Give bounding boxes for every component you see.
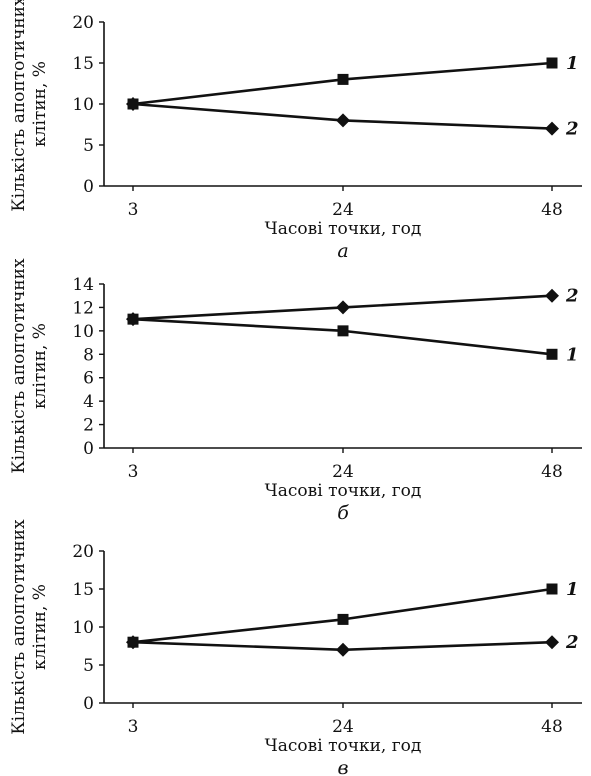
y-axis-title-line: клітин, % bbox=[30, 61, 50, 147]
panel-label: а bbox=[337, 240, 348, 262]
x-tick-label: 48 bbox=[541, 717, 563, 737]
series-1: 1 bbox=[127, 53, 579, 110]
x-axis-title: Часові точки, год bbox=[265, 736, 422, 756]
series-label-1: 1 bbox=[566, 53, 579, 74]
data-point-square bbox=[546, 348, 558, 360]
data-point-diamond bbox=[545, 635, 559, 650]
series-2: 2 bbox=[126, 632, 579, 657]
x-tick-label: 3 bbox=[128, 717, 139, 737]
y-tick-label: 10 bbox=[72, 618, 94, 638]
y-axis-title: Кількість апоптотичнихклітин, % bbox=[9, 258, 50, 474]
series-2: 2 bbox=[126, 97, 579, 140]
data-point-diamond bbox=[545, 121, 559, 136]
x-axis-title: Часові точки, год bbox=[265, 219, 422, 239]
series-label-1: 1 bbox=[566, 344, 579, 365]
series-label-1: 1 bbox=[566, 579, 579, 600]
data-point-diamond bbox=[126, 312, 140, 327]
series-label-2: 2 bbox=[565, 632, 579, 653]
x-tick-label: 48 bbox=[541, 200, 563, 220]
x-tick-label: 24 bbox=[332, 462, 354, 482]
y-tick-label: 15 bbox=[72, 580, 94, 600]
data-point-square bbox=[546, 583, 558, 595]
y-tick-label: 10 bbox=[72, 95, 94, 115]
y-tick-label: 0 bbox=[83, 177, 94, 197]
y-tick-label: 6 bbox=[83, 369, 94, 389]
y-axis-title: Кількість апоптотичнихклітин, % bbox=[9, 519, 50, 735]
data-point-square bbox=[337, 325, 349, 337]
y-axis-title: Кількість апоптотичнихклітин, % bbox=[9, 0, 50, 212]
y-axis-title-line: Кількість апоптотичних bbox=[9, 519, 29, 735]
x-axis-title: Часові точки, год bbox=[265, 481, 422, 501]
panel-label: б bbox=[337, 502, 349, 524]
y-tick-label: 15 bbox=[72, 54, 94, 74]
series-label-2: 2 bbox=[565, 286, 579, 307]
y-axis-title-line: клітин, % bbox=[30, 584, 50, 670]
y-tick-label: 20 bbox=[72, 542, 94, 562]
data-point-diamond bbox=[126, 635, 140, 650]
y-tick-label: 0 bbox=[83, 694, 94, 714]
y-tick-label: 12 bbox=[72, 298, 94, 318]
y-axis-title-line: клітин, % bbox=[30, 323, 50, 409]
data-point-square bbox=[337, 613, 349, 625]
data-point-diamond bbox=[545, 288, 559, 303]
y-tick-label: 0 bbox=[83, 439, 94, 459]
y-tick-label: 14 bbox=[72, 275, 94, 295]
data-point-diamond bbox=[336, 642, 350, 657]
x-tick-label: 3 bbox=[128, 462, 139, 482]
data-point-square bbox=[337, 73, 349, 85]
data-point-diamond bbox=[336, 113, 350, 128]
y-tick-label: 4 bbox=[83, 392, 94, 412]
series-label-2: 2 bbox=[565, 119, 579, 140]
data-point-diamond bbox=[126, 97, 140, 111]
x-tick-label: 24 bbox=[332, 200, 354, 220]
x-tick-label: 3 bbox=[128, 200, 139, 220]
y-tick-label: 5 bbox=[83, 136, 94, 156]
y-tick-label: 20 bbox=[72, 13, 94, 33]
series-1: 1 bbox=[127, 313, 579, 365]
series-1: 1 bbox=[127, 579, 579, 648]
series-line-1 bbox=[132, 317, 553, 356]
x-tick-label: 24 bbox=[332, 717, 354, 737]
y-axis-title-line: Кількість апоптотичних bbox=[9, 258, 29, 474]
y-tick-label: 10 bbox=[72, 322, 94, 342]
series-2: 2 bbox=[126, 286, 579, 327]
y-tick-label: 5 bbox=[83, 656, 94, 676]
data-point-square bbox=[546, 57, 558, 69]
data-point-diamond bbox=[336, 300, 350, 315]
y-tick-label: 2 bbox=[83, 416, 94, 436]
panel-label: в bbox=[337, 757, 348, 776]
y-tick-label: 8 bbox=[83, 345, 94, 365]
x-tick-label: 48 bbox=[541, 462, 563, 482]
y-axis-title-line: Кількість апоптотичних bbox=[9, 0, 29, 212]
